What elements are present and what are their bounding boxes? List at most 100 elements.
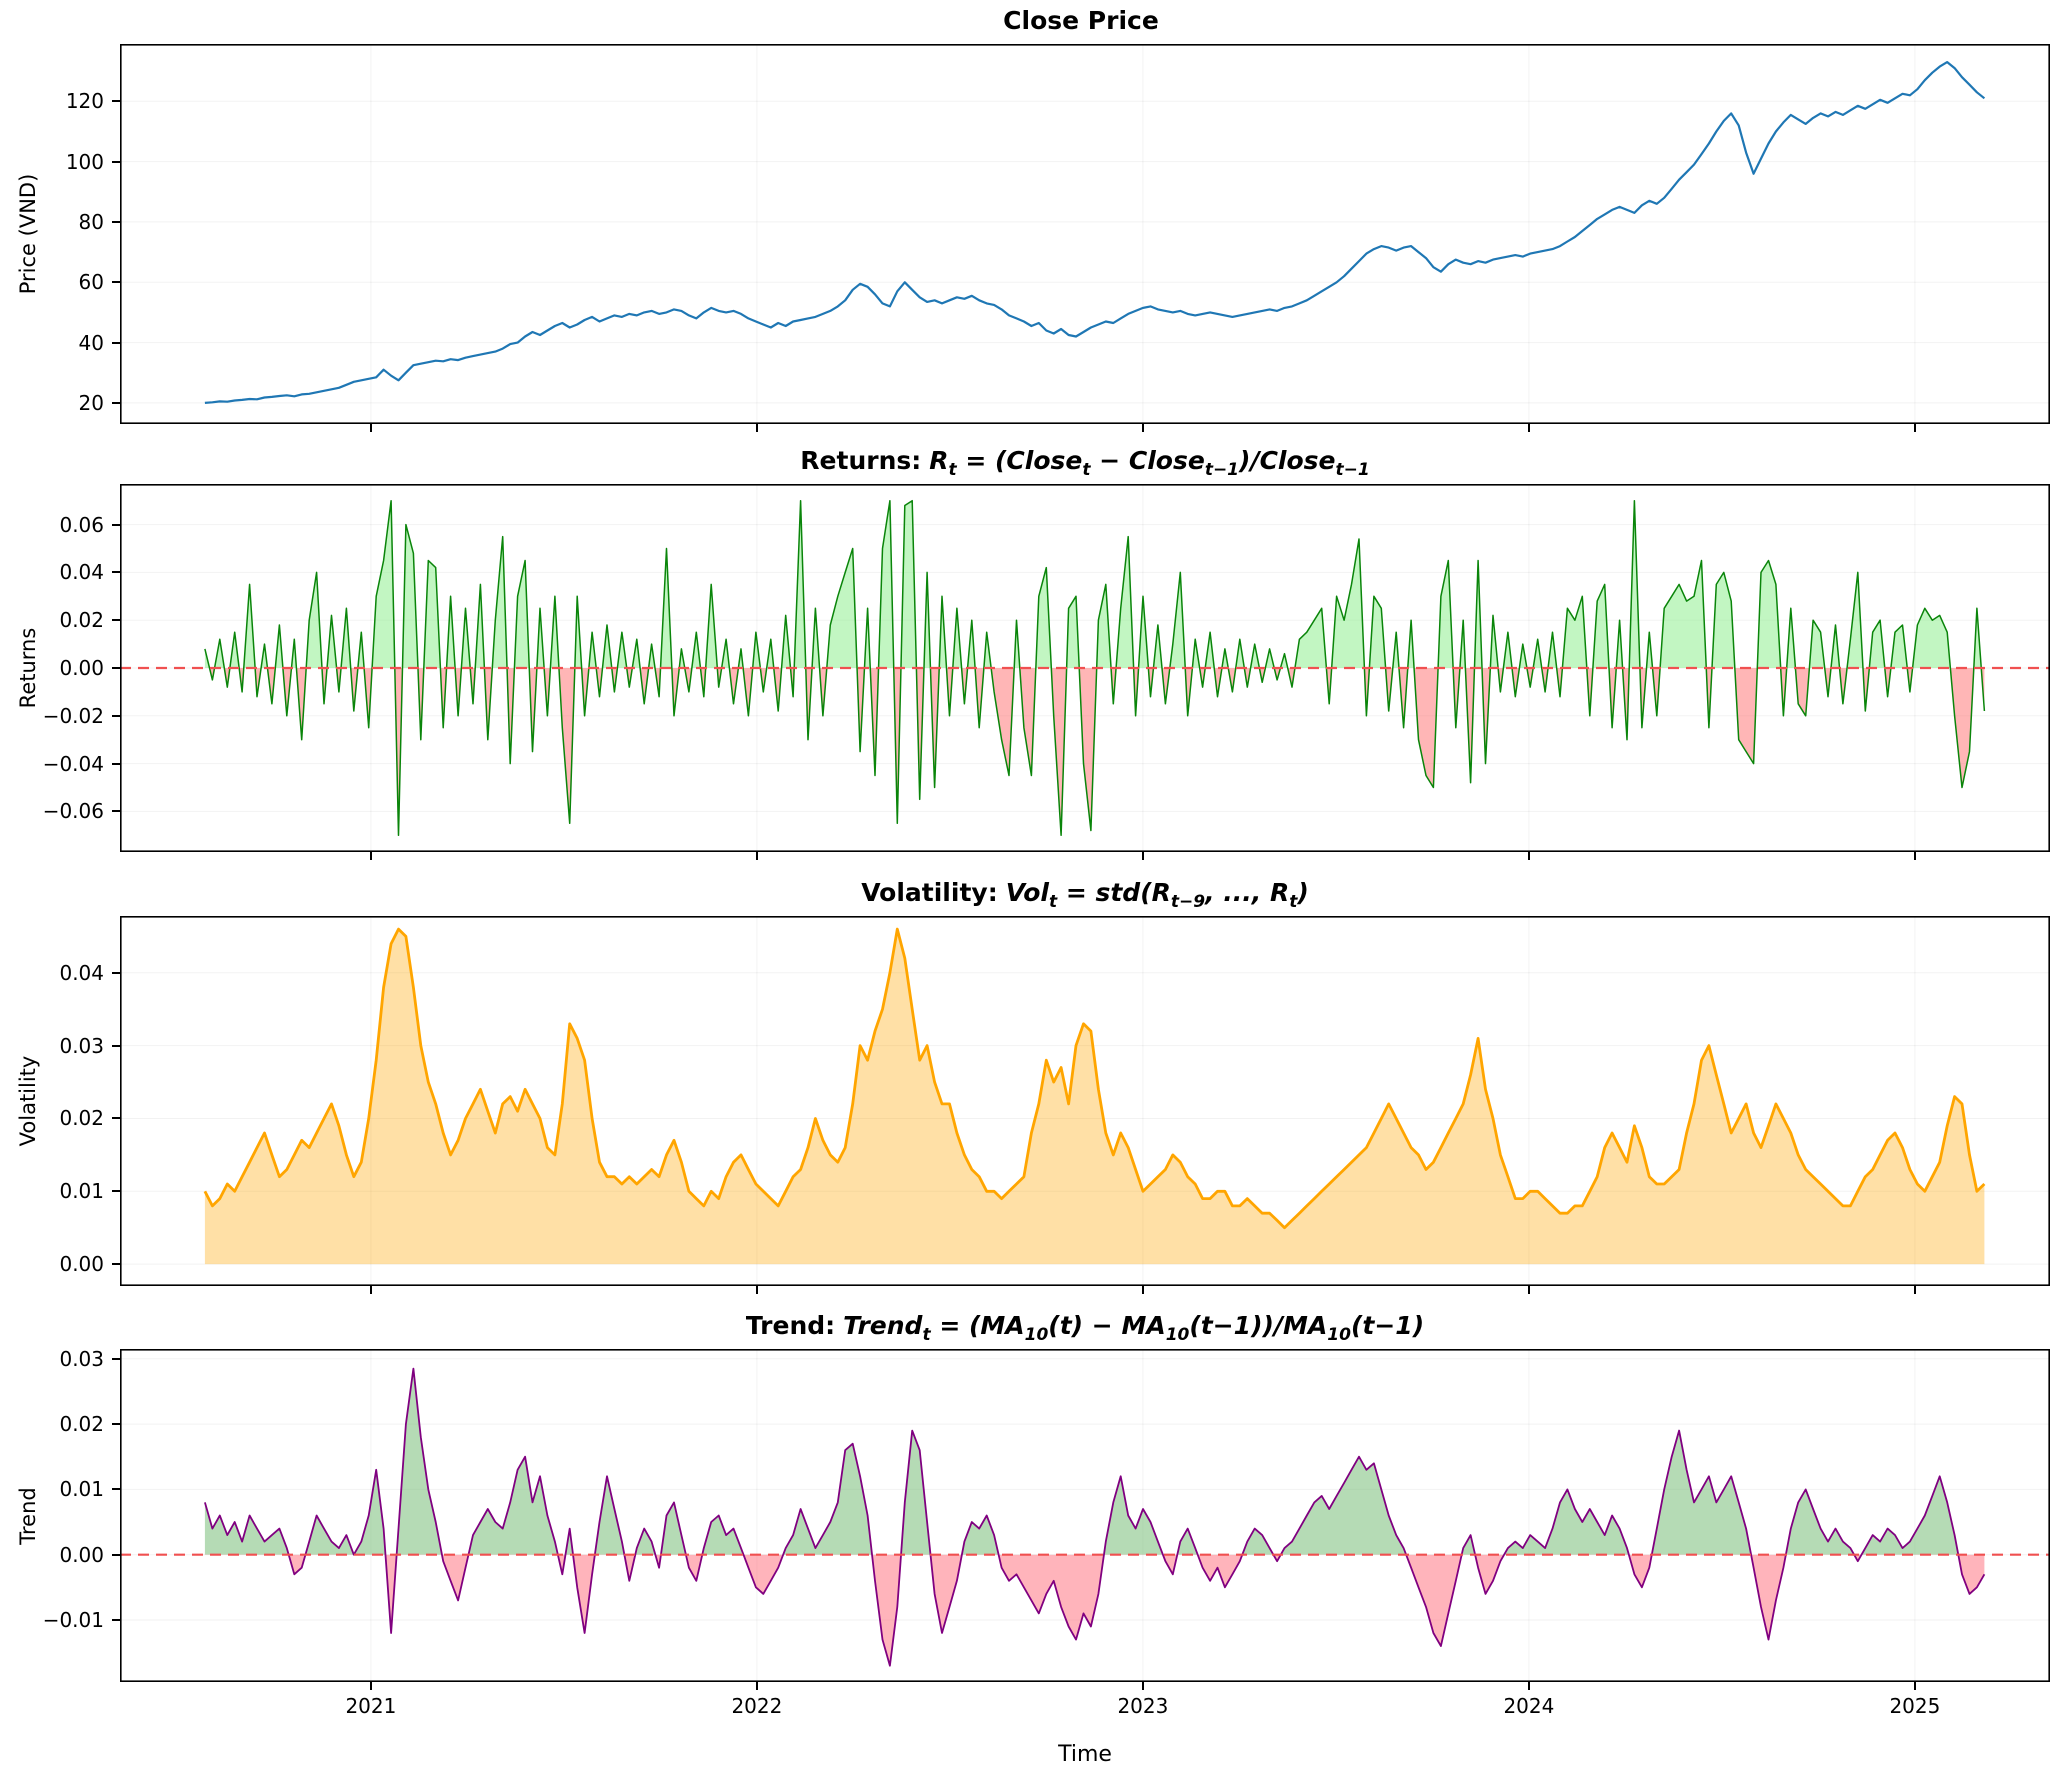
- x-tick-mark: [1527, 1682, 1530, 1690]
- title-formula: Trendt = (MA10(t) − MA10(t−1))/MA10(t−1): [843, 1311, 1425, 1345]
- y-tick-label: 120: [65, 89, 104, 114]
- x-tick-label: 2023: [1117, 1694, 1169, 1718]
- y-tick-mark: [112, 1044, 120, 1047]
- x-tick-mark: [1913, 1286, 1916, 1294]
- axes-spine: [120, 484, 2050, 852]
- y-tick-mark: [112, 571, 120, 574]
- title-text: Trend:: [745, 1311, 836, 1340]
- returns-negative-area: [204, 668, 1985, 836]
- trend-positive-area: [204, 1368, 1959, 1555]
- axes-spine: [120, 1349, 2050, 1682]
- y-tick-label: 0.00: [59, 656, 104, 680]
- x-tick-mark: [1527, 424, 1530, 432]
- x-tick-mark: [1141, 424, 1144, 432]
- title-text: Returns:: [800, 446, 922, 475]
- y-tick-mark: [112, 1618, 120, 1621]
- x-tick-mark: [1913, 1682, 1916, 1690]
- y-tick-mark: [112, 341, 120, 344]
- y-tick-mark: [112, 810, 120, 813]
- close-price-panel: [120, 44, 2050, 424]
- trend-title: Trend: Trendt = (MA10(t) − MA10(t−1))/MA1…: [120, 1311, 2050, 1345]
- trend-panel: [120, 1349, 2050, 1682]
- y-tick-mark: [112, 220, 120, 223]
- y-tick-label: 0.04: [59, 560, 104, 585]
- x-tick-mark: [1141, 1682, 1144, 1690]
- x-tick-label: 2024: [1503, 1694, 1555, 1718]
- x-tick-mark: [755, 1682, 758, 1690]
- volatility-panel: [120, 916, 2050, 1286]
- volatility-area: [204, 929, 1985, 1265]
- x-tick-mark: [369, 1682, 372, 1690]
- x-tick-mark: [1527, 1286, 1530, 1294]
- y-tick-label: 0.01: [59, 1179, 104, 1204]
- y-tick-mark: [112, 619, 120, 622]
- y-tick-mark: [112, 523, 120, 526]
- close-price-title: Close Price: [120, 6, 2050, 35]
- y-tick-label: 0.00: [59, 1542, 104, 1567]
- y-tick-mark: [112, 1263, 120, 1266]
- returns-title: Returns: Rt = (Closet − Closet−1)/Closet−…: [120, 446, 2050, 480]
- y-tick-label: −0.01: [42, 1607, 104, 1632]
- volatility-title: Volatility: Volt = std(Rt−9, ..., Rt): [120, 878, 2050, 912]
- x-tick-mark: [755, 852, 758, 860]
- y-tick-mark: [112, 1553, 120, 1556]
- x-tick-mark: [369, 852, 372, 860]
- trend-line: [204, 1367, 1986, 1667]
- x-tick-mark: [1141, 1286, 1144, 1294]
- x-tick-mark: [755, 424, 758, 432]
- y-tick-mark: [112, 1423, 120, 1426]
- y-tick-label: 0.03: [59, 1033, 104, 1058]
- y-tick-mark: [112, 100, 120, 103]
- y-tick-mark: [112, 762, 120, 765]
- y-tick-mark: [112, 971, 120, 974]
- title-formula: Volt = std(Rt−9, ..., Rt): [1005, 878, 1309, 912]
- x-tick-mark: [755, 1286, 758, 1294]
- close-price-line: [204, 61, 1986, 404]
- y-tick-mark: [112, 1488, 120, 1491]
- title-text: Close Price: [1003, 6, 1159, 35]
- y-tick-label: 0.03: [59, 1346, 104, 1371]
- x-tick-mark: [369, 1286, 372, 1294]
- returns-line: [204, 499, 1986, 837]
- y-tick-label: 0.02: [59, 608, 104, 633]
- returns-positive-area: [204, 500, 1985, 668]
- returns-panel: [120, 484, 2050, 852]
- y-tick-mark: [112, 714, 120, 717]
- x-tick-mark: [369, 424, 372, 432]
- x-tick-mark: [1913, 852, 1916, 860]
- y-tick-label: 80: [78, 209, 104, 234]
- x-axis-label: Time: [1058, 1742, 1112, 1767]
- y-tick-label: 0.06: [59, 512, 104, 537]
- x-tick-label: 2021: [345, 1694, 397, 1718]
- y-tick-mark: [112, 1117, 120, 1120]
- y-tick-label: 0.02: [59, 1106, 104, 1131]
- y-tick-mark: [112, 1190, 120, 1193]
- y-tick-mark: [112, 160, 120, 163]
- x-tick-mark: [1141, 852, 1144, 860]
- y-tick-mark: [112, 401, 120, 404]
- y-tick-mark: [112, 1357, 120, 1360]
- x-tick-mark: [1527, 852, 1530, 860]
- y-tick-label: 0.02: [59, 1412, 104, 1437]
- y-tick-label: −0.06: [42, 799, 104, 824]
- x-tick-label: 2022: [731, 1694, 783, 1718]
- y-tick-label: 40: [78, 330, 104, 355]
- title-text: Volatility:: [861, 878, 998, 907]
- y-tick-label: 0.01: [59, 1477, 104, 1502]
- y-tick-label: 100: [65, 149, 104, 174]
- y-tick-mark: [112, 667, 120, 669]
- y-tick-label: 60: [78, 270, 104, 295]
- x-tick-mark: [1913, 424, 1916, 432]
- y-tick-label: −0.02: [42, 703, 104, 728]
- y-tick-label: 20: [78, 390, 104, 415]
- y-tick-label: 0.04: [59, 960, 104, 985]
- title-formula: Rt = (Closet − Closet−1)/Closet−1: [929, 446, 1370, 480]
- volatility-line: [203, 927, 1986, 1230]
- volatility-axis-label: Volatility: [16, 1055, 40, 1147]
- y-tick-mark: [112, 281, 120, 284]
- x-tick-label: 2025: [1889, 1694, 1941, 1718]
- y-tick-label: 0.00: [59, 1252, 104, 1277]
- y-tick-label: −0.04: [42, 751, 104, 776]
- axes-spine: [120, 44, 2050, 424]
